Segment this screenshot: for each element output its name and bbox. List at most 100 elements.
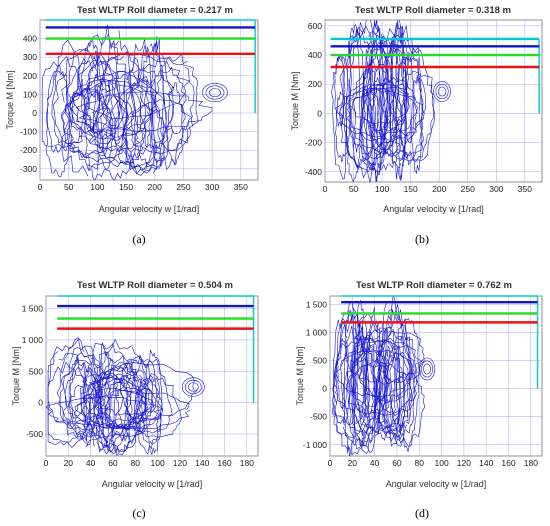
trace-excursion [87, 362, 198, 420]
torque-trace [46, 337, 205, 456]
trace-excursion [375, 330, 425, 383]
trace-loop [63, 345, 108, 422]
trace-loop [332, 318, 350, 424]
trace-loop [45, 70, 70, 178]
x-tick-label: 140 [195, 458, 209, 468]
plot-area [45, 295, 259, 457]
y-tick-label: 1 000 [22, 335, 44, 345]
trace-loop [132, 373, 182, 438]
x-tick-label: 100 [90, 182, 104, 192]
trace-loop [59, 360, 110, 448]
trace-loop [100, 361, 154, 429]
trace-loop [64, 58, 104, 134]
trace-idle-loop [184, 379, 202, 395]
trace-excursion [67, 79, 157, 132]
x-tick-label: 40 [370, 458, 380, 468]
panel-caption: (d) [415, 506, 429, 520]
trace-excursion [125, 99, 194, 155]
trace-loop [345, 24, 361, 182]
x-tick-label: 250 [176, 182, 190, 192]
trace-idle-loop [423, 363, 431, 375]
trace-loop [125, 39, 156, 171]
trace-loop [93, 338, 149, 456]
trace-loop [394, 70, 435, 163]
trace-loop [82, 343, 132, 453]
trace-loop [376, 351, 417, 447]
y-tick-label: -400 [305, 167, 322, 177]
trace-loop [331, 56, 352, 180]
y-tick-label: 100 [23, 89, 37, 99]
trace-loop [150, 66, 187, 170]
trace-loop [51, 39, 86, 152]
trace-loop [396, 317, 420, 452]
trace-loop [45, 64, 71, 153]
x-tick-label: 350 [518, 184, 532, 194]
trace-loop [353, 58, 397, 160]
trace-excursion [347, 83, 410, 124]
x-tick-label: 180 [524, 458, 538, 468]
y-tick-label: -1 000 [303, 440, 327, 450]
x-tick-label: 0 [38, 182, 43, 192]
trace-loop [79, 372, 125, 442]
y-axis-label: Torque M [Nm] [290, 71, 300, 130]
torque-trace [331, 20, 451, 182]
x-tick-label: 120 [457, 458, 471, 468]
x-tick-label: 160 [217, 458, 231, 468]
y-axis-label: Torque M [Nm] [11, 346, 21, 405]
chart-title: Test WLTP Roll diameter = 0.762 m [356, 280, 512, 291]
x-tick-label: 100 [150, 458, 164, 468]
x-tick-label: 150 [404, 184, 418, 194]
trace-loop [61, 33, 129, 171]
trace-excursion [350, 89, 402, 151]
chart-title: Test WLTP Roll diameter = 0.504 m [77, 280, 233, 291]
y-tick-label: 0 [317, 108, 322, 118]
x-tick-label: 50 [349, 184, 359, 194]
trace-excursion [362, 81, 407, 132]
trace-excursion [357, 327, 412, 404]
x-axis-label: Angular velocity w [1/rad] [102, 479, 203, 489]
trace-loop [69, 352, 101, 442]
x-tick-label: 0 [328, 458, 333, 468]
x-tick-label: 140 [479, 458, 493, 468]
y-tick-label: -300 [20, 164, 37, 174]
trace-loop [332, 316, 368, 426]
trace-loop [84, 88, 114, 180]
trace-excursion [81, 373, 154, 422]
trace-loop [335, 91, 348, 163]
trace-loop [130, 42, 174, 174]
trace-excursion [46, 396, 164, 428]
trace-loop [394, 56, 424, 157]
trace-loop [120, 104, 166, 175]
trace-loop [47, 351, 91, 443]
y-tick-label: 600 [308, 21, 322, 31]
trace-idle-loop [187, 382, 199, 392]
trace-excursion [346, 337, 423, 385]
trace-loop [334, 55, 346, 127]
chart-panel-a: Test WLTP Roll diameter = 0.217 m 0 50 100 1… [5, 5, 259, 246]
trace-excursion [75, 91, 213, 132]
trace-loop [405, 51, 415, 144]
trace-loop [81, 40, 101, 131]
x-axis-label: Angular velocity w [1/rad] [99, 204, 200, 214]
trace-excursion [369, 77, 418, 155]
chart-title: Test WLTP Roll diameter = 0.217 m [77, 5, 233, 16]
y-tick-label: 200 [308, 79, 322, 89]
y-tick-label: -200 [305, 138, 322, 148]
y-tick-label: 200 [23, 71, 37, 81]
y-tick-label: 0 [322, 384, 327, 394]
trace-excursion [72, 54, 191, 120]
x-tick-label: 40 [86, 458, 96, 468]
chart-title: Test WLTP Roll diameter = 0.318 m [355, 5, 511, 16]
trace-idle-loop [435, 83, 449, 100]
y-tick-label: 1 000 [306, 327, 328, 337]
x-tick-label: 200 [148, 182, 162, 192]
y-tick-label: 300 [23, 52, 37, 62]
chart-panel-d: Test WLTP Roll diameter = 0.762 m 0 20 40 60… [295, 280, 543, 520]
x-tick-label: 0 [44, 458, 49, 468]
x-tick-label: 20 [348, 458, 358, 468]
trace-loop [379, 309, 412, 439]
trace-loop [372, 303, 411, 435]
trace-excursion [358, 340, 414, 403]
y-tick-label: 500 [29, 366, 43, 376]
trace-loop [53, 47, 118, 177]
